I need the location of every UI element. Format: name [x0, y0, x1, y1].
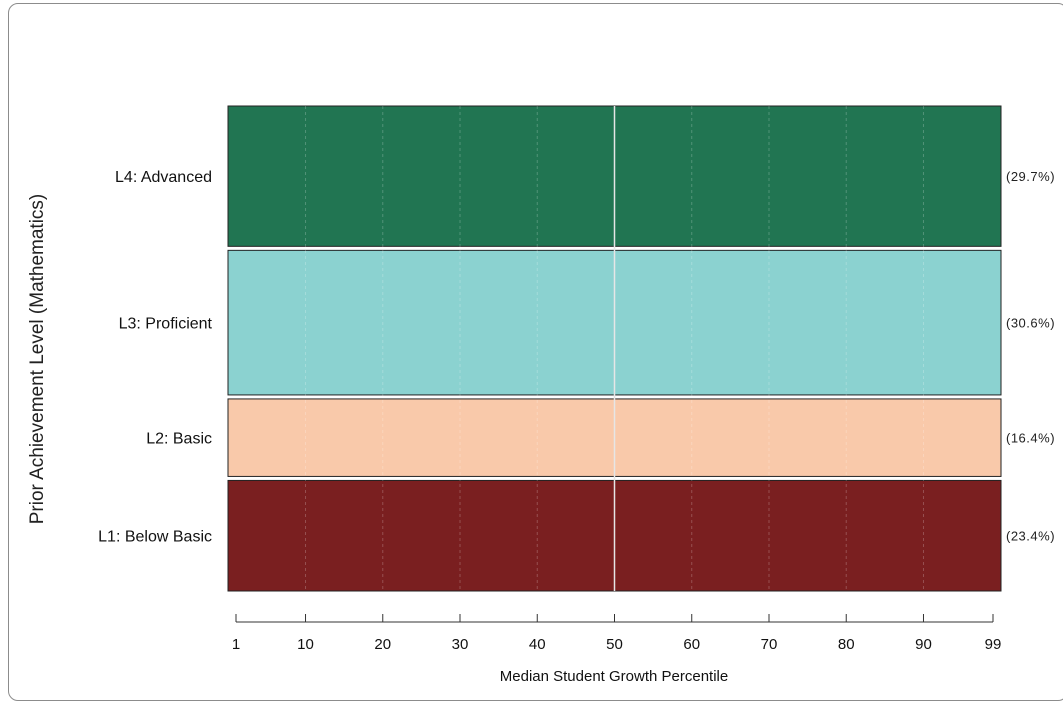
x-tick-label-1: 1: [232, 636, 240, 653]
chart-frame: [8, 3, 1063, 701]
grid-lines: [305, 106, 924, 591]
category-label-4: L1: Below Basic: [98, 529, 212, 546]
x-tick-label-40: 40: [529, 636, 546, 653]
category-label-2: L3: Proficient: [119, 316, 213, 333]
percentage-label-2: (30.6%): [1006, 316, 1055, 331]
x-tick-label-30: 30: [452, 636, 469, 653]
category-label-3: L2: Basic: [146, 431, 212, 448]
percentage-label-4: (23.4%): [1006, 529, 1055, 544]
x-tick-label-20: 20: [374, 636, 391, 653]
percentage-labels: (29.7%) (30.6%) (16.4%) (23.4%): [1006, 169, 1055, 544]
x-axis: 1 10 20 30 40 50 60 70 80 90 99: [232, 614, 1002, 653]
x-tick-label-60: 60: [683, 636, 700, 653]
x-tick-label-50: 50: [606, 636, 623, 653]
x-axis-title: Median Student Growth Percentile: [500, 668, 728, 685]
x-tick-label-99: 99: [985, 636, 1002, 653]
category-label-1: L4: Advanced: [115, 169, 212, 186]
x-tick-label-80: 80: [838, 636, 855, 653]
percentage-label-1: (29.7%): [1006, 169, 1055, 184]
category-labels: L4: Advanced L3: Proficient L2: Basic L1: B…: [98, 169, 212, 546]
x-tick-label-10: 10: [297, 636, 314, 653]
x-tick-label-90: 90: [915, 636, 932, 653]
percentage-label-3: (16.4%): [1006, 431, 1055, 446]
y-axis-title: Prior Achievement Level (Mathematics): [27, 194, 48, 525]
x-tick-label-70: 70: [761, 636, 778, 653]
